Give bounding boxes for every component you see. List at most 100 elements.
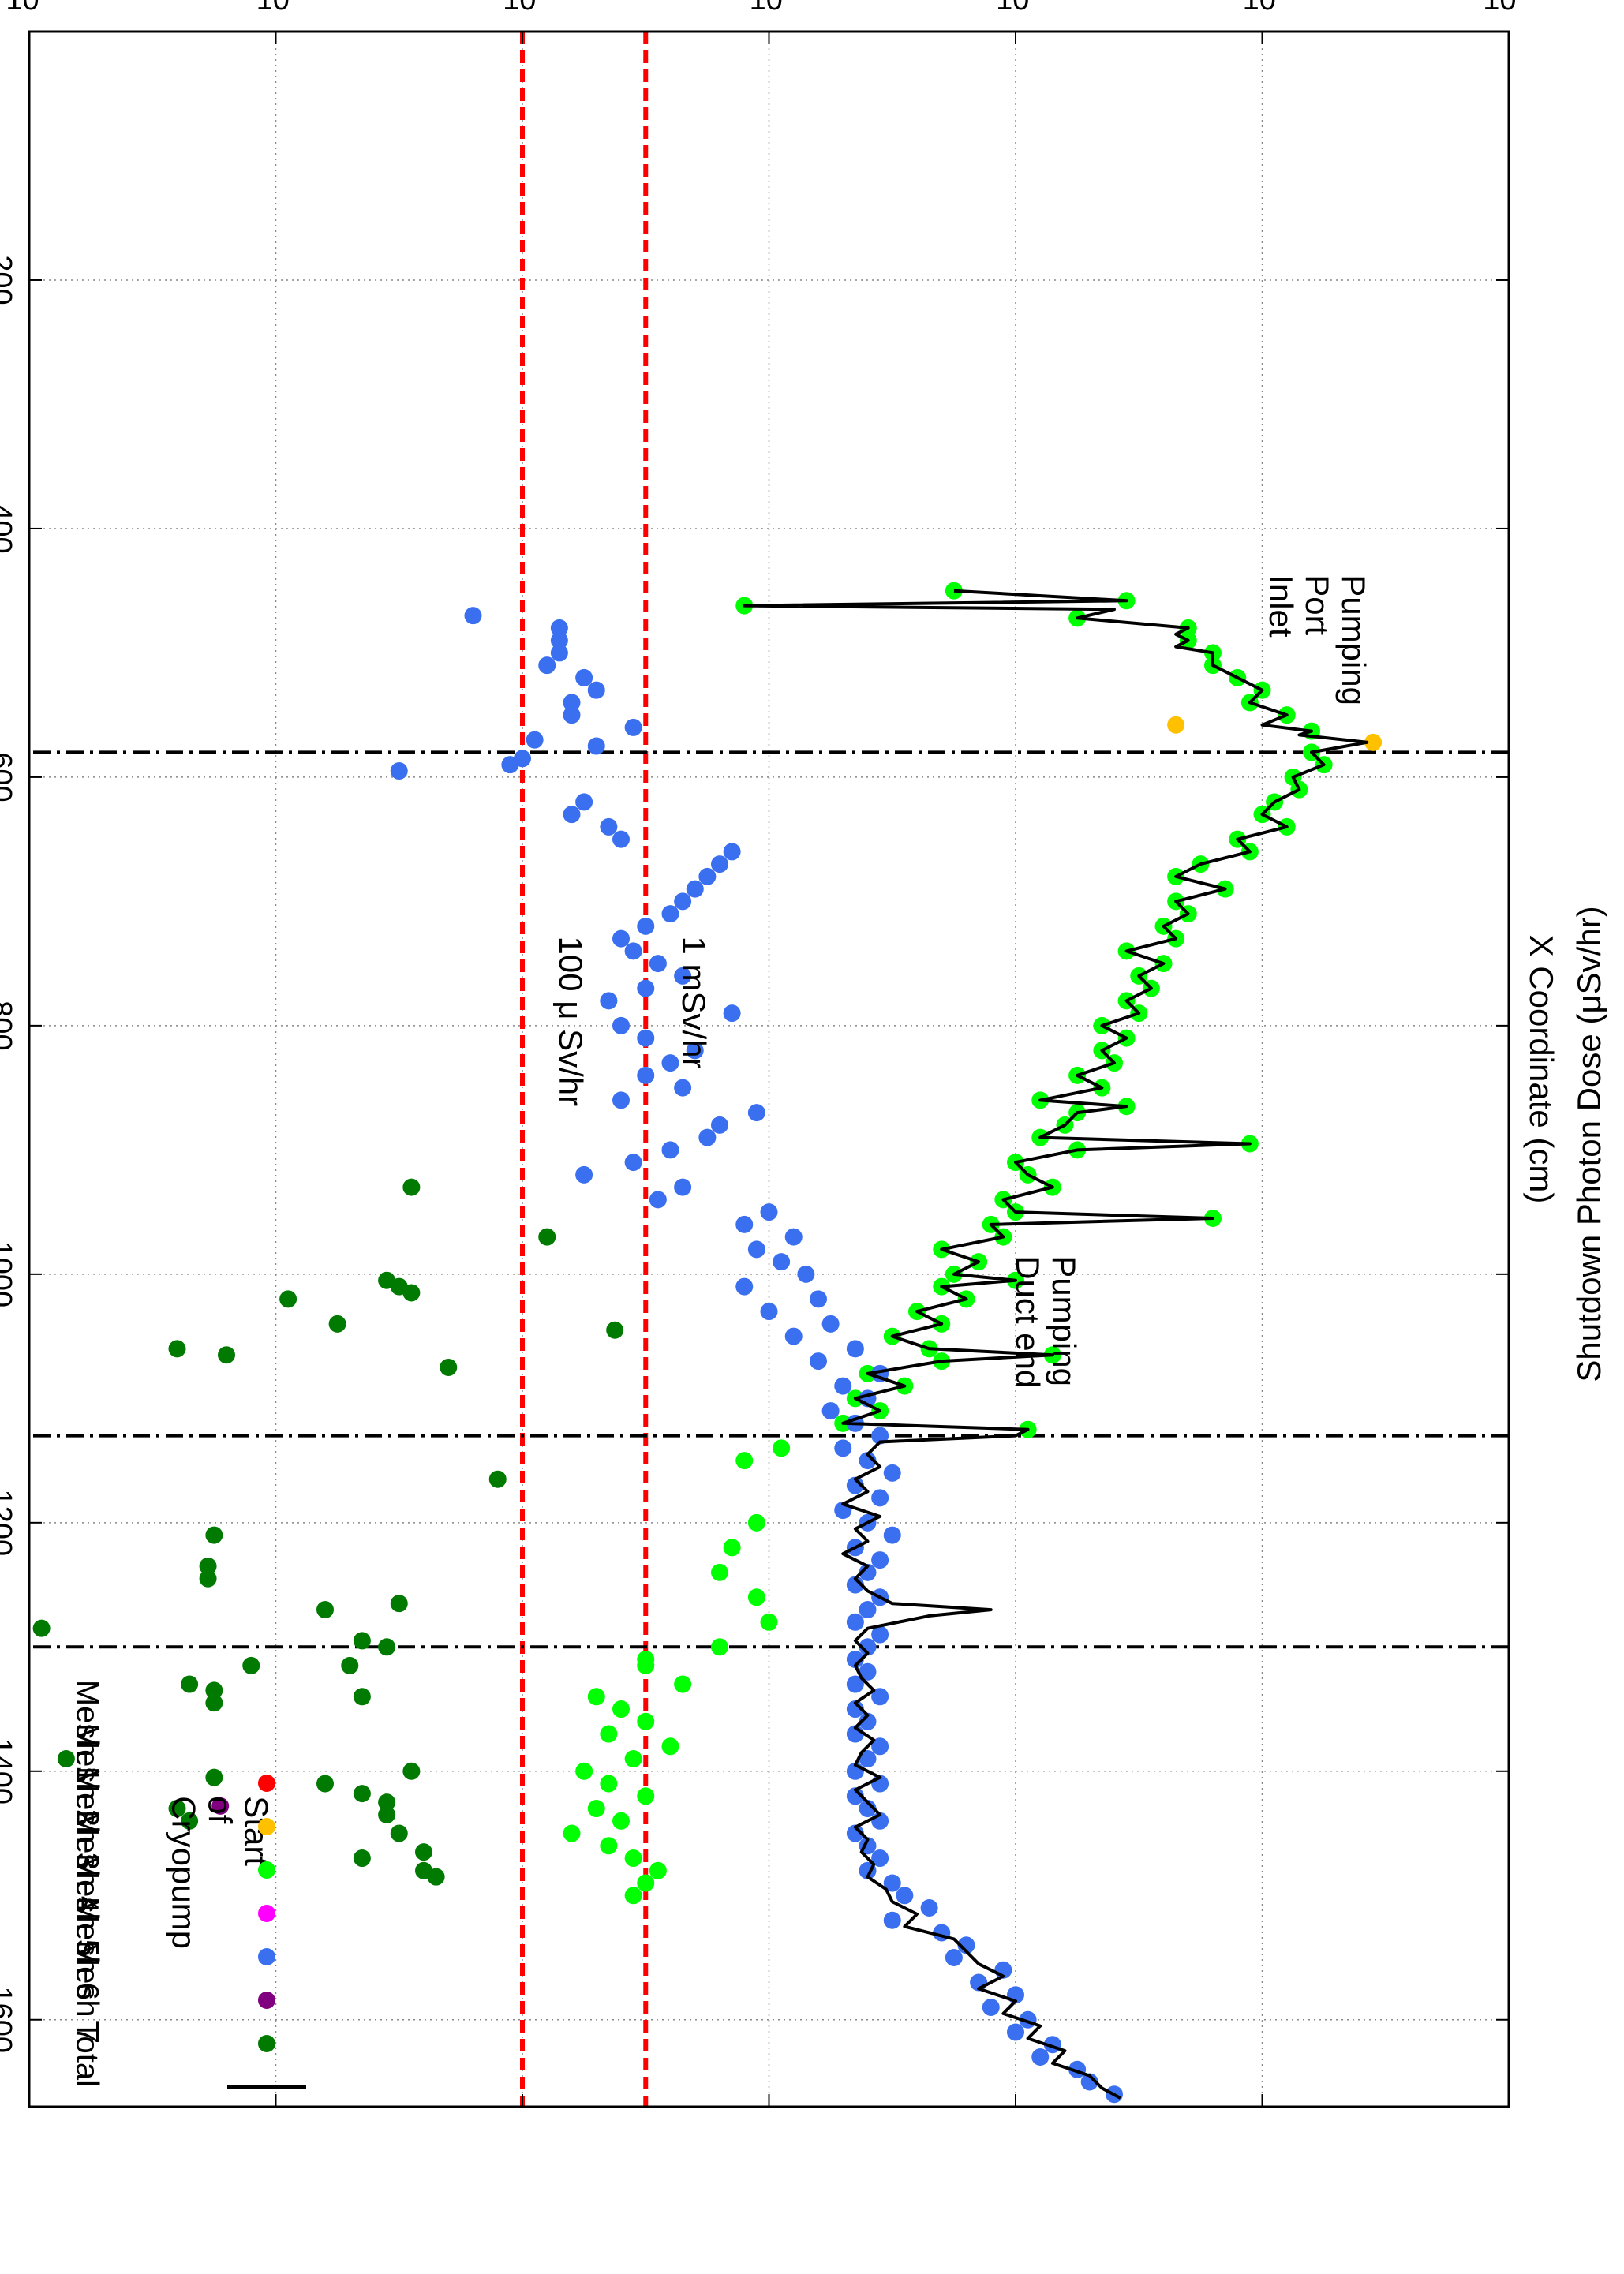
data-point <box>587 1688 605 1706</box>
data-point <box>378 1638 396 1656</box>
data-point <box>205 1694 223 1712</box>
data-point <box>821 1315 840 1333</box>
data-point <box>945 582 963 600</box>
x-tick-label: 400 <box>0 503 17 553</box>
data-point <box>883 1911 901 1929</box>
data-point <box>735 1452 754 1470</box>
legend-label: Mesh 1 <box>69 1680 104 1783</box>
legend-marker-swatch <box>258 1992 275 2009</box>
y-tick-label: 10-2 <box>6 0 58 17</box>
data-point <box>982 1999 1000 2017</box>
data-point <box>711 1116 728 1134</box>
data-point <box>550 631 568 649</box>
data-point <box>859 1662 877 1681</box>
legend-item: Mesh 3 <box>69 1767 275 1879</box>
data-point <box>612 1812 630 1830</box>
y-tick-label: 100 <box>256 0 302 17</box>
data-point <box>637 1787 655 1805</box>
data-point <box>637 1656 655 1674</box>
data-point <box>637 1874 655 1892</box>
data-point <box>698 867 717 885</box>
data-point <box>563 694 581 712</box>
data-point <box>637 1066 655 1084</box>
data-point <box>784 1327 803 1345</box>
data-point <box>871 1551 889 1569</box>
data-point <box>600 1775 618 1793</box>
data-point <box>883 1526 901 1544</box>
data-point <box>945 1949 963 1967</box>
data-point <box>674 967 692 985</box>
data-point <box>859 1750 877 1768</box>
data-point <box>501 756 519 774</box>
data-point <box>205 1526 223 1544</box>
data-point <box>550 619 568 637</box>
data-point <box>859 1712 877 1730</box>
data-point <box>353 1785 371 1803</box>
data-point <box>205 1681 223 1700</box>
data-point <box>488 1470 507 1488</box>
annotation-label: PumpingDuct end <box>1009 1255 1083 1388</box>
legend-label: Mesh 3 <box>69 1767 104 1870</box>
y-tick-label: 104 <box>750 0 795 17</box>
data-point <box>168 1340 186 1358</box>
data-point <box>328 1315 346 1333</box>
x-tick-label: 1400 <box>0 1738 17 1805</box>
legend-marker-swatch <box>258 2035 275 2052</box>
data-point <box>526 731 544 749</box>
data-point <box>846 1576 864 1594</box>
data-point <box>575 1165 593 1184</box>
data-point <box>168 1800 186 1818</box>
data-point <box>846 1613 864 1631</box>
data-point <box>32 1619 51 1637</box>
data-point <box>1007 2023 1024 2041</box>
legend-marker-swatch <box>258 1948 275 1965</box>
legend-item: Mesh 5 <box>69 1853 275 1965</box>
data-point <box>871 1625 889 1644</box>
data-point <box>859 1452 877 1470</box>
data-point <box>624 1750 642 1768</box>
data-point <box>402 1762 421 1780</box>
data-point <box>846 1476 864 1494</box>
data-point <box>612 1016 630 1034</box>
data-point <box>649 1191 667 1209</box>
data-point <box>624 1887 642 1905</box>
data-point <box>686 1042 704 1060</box>
reference-lines <box>520 32 649 2107</box>
data-point <box>747 1240 765 1259</box>
data-point <box>600 1725 618 1743</box>
data-point <box>624 942 642 960</box>
data-point <box>378 1805 396 1823</box>
data-point <box>846 1787 864 1805</box>
data-point <box>784 1228 803 1246</box>
legend-item: Mesh 4 <box>69 1810 275 1922</box>
data-point <box>57 1750 75 1768</box>
legend-item: Mesh 7 <box>69 1940 275 2052</box>
data-point <box>181 1812 199 1830</box>
series-mesh-2 <box>1167 716 1383 751</box>
legend-marker-swatch <box>258 1861 275 1879</box>
data-series <box>32 582 1383 2104</box>
series-total-line <box>743 589 1369 2100</box>
data-point <box>612 929 630 948</box>
data-point <box>698 1128 717 1146</box>
y-tick-label: 108 <box>1243 0 1289 17</box>
data-point <box>674 1079 692 1097</box>
data-point <box>821 1402 840 1420</box>
data-point <box>871 1427 889 1445</box>
data-point <box>1167 716 1185 734</box>
data-point <box>612 830 630 848</box>
data-point <box>563 1824 581 1842</box>
data-point <box>390 1824 408 1842</box>
data-point <box>661 1737 679 1756</box>
series-mesh-7 <box>32 1178 624 1886</box>
data-point <box>353 1632 371 1650</box>
series-mesh-6 <box>211 1797 230 1815</box>
data-point <box>587 737 605 755</box>
data-point <box>859 1601 877 1619</box>
data-point <box>199 1557 217 1575</box>
data-point <box>550 644 568 662</box>
data-point <box>859 1800 877 1818</box>
